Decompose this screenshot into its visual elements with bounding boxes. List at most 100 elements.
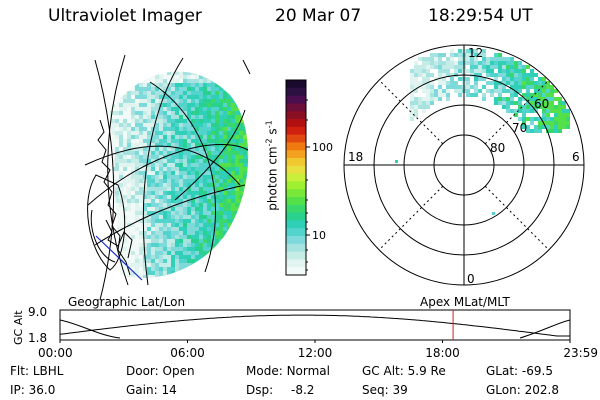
aurora-pixel xyxy=(474,57,478,61)
aurora-pixel xyxy=(474,77,478,81)
timeline-x-tick-label: 00:00 xyxy=(38,346,73,360)
aurora-pixel xyxy=(522,97,526,101)
latitude-label: 60 xyxy=(534,97,549,111)
aurora-pixel xyxy=(554,129,558,133)
aurora-pixel xyxy=(510,61,514,65)
altitude-curve xyxy=(519,319,571,339)
aurora-pixel xyxy=(430,61,434,65)
aurora-pixel xyxy=(414,109,418,113)
aurora-pixel xyxy=(514,101,518,105)
aurora-pixel xyxy=(434,89,438,93)
aurora-pixel xyxy=(426,77,430,81)
aurora-pixel xyxy=(530,73,534,77)
aurora-pixel xyxy=(450,77,454,81)
aurora-pixel xyxy=(494,53,498,57)
aurora-pixel xyxy=(474,61,478,65)
aurora-pixel xyxy=(542,105,546,109)
aurora-pixel xyxy=(534,93,538,97)
aurora-pixel xyxy=(546,97,550,101)
meridian-line xyxy=(174,109,246,201)
aurora-pixel xyxy=(526,89,530,93)
colorbar-swatch xyxy=(286,204,306,214)
aurora-pixel xyxy=(562,105,566,109)
aurora-pixel xyxy=(470,93,474,97)
aurora-pixel xyxy=(434,93,438,97)
meridian-line xyxy=(107,54,129,286)
aurora-pixel xyxy=(458,89,462,93)
aurora-pixel xyxy=(422,57,426,61)
aurora-pixel xyxy=(538,89,542,93)
timeline-x-tick-label: 06:00 xyxy=(170,346,205,360)
aurora-pixel xyxy=(414,101,418,105)
aurora-pixel xyxy=(418,69,422,73)
aurora-pixel xyxy=(514,85,518,89)
aurora-pixel xyxy=(470,53,474,57)
aurora-pixel xyxy=(510,101,514,105)
aurora-pixel xyxy=(486,89,490,93)
aurora-pixel xyxy=(430,93,434,97)
aurora-pixel xyxy=(458,65,462,69)
aurora-pixel xyxy=(438,77,442,81)
aurora-pixel xyxy=(498,69,502,73)
aurora-pixel xyxy=(494,77,498,81)
aurora-pixel xyxy=(550,101,554,105)
aurora-pixel xyxy=(538,101,542,105)
latitude-label: 80 xyxy=(490,141,505,155)
mlt-spoke xyxy=(378,79,444,145)
aurora-pixel xyxy=(494,73,498,77)
timeline-x-tick-label: 12:00 xyxy=(298,346,333,360)
aurora-pixel xyxy=(482,49,486,53)
aurora-pixel xyxy=(438,81,442,85)
aurora-pixel xyxy=(534,101,538,105)
aurora-pixel xyxy=(450,61,454,65)
aurora-pixel xyxy=(522,113,526,117)
aurora-pixel xyxy=(522,73,526,77)
aurora-pixel xyxy=(478,89,482,93)
aurora-pixel xyxy=(414,65,418,69)
aurora-pixel xyxy=(426,101,430,105)
aurora-pixel xyxy=(498,57,502,61)
aurora-pixel xyxy=(518,101,522,105)
aurora-pixel xyxy=(430,53,434,57)
aurora-pixel xyxy=(562,125,566,129)
colorbar-swatch xyxy=(286,126,306,136)
aurora-pixel xyxy=(526,77,530,81)
aurora-pixel xyxy=(414,73,418,77)
aurora-pixel xyxy=(486,57,490,61)
aurora-pixel xyxy=(558,97,562,101)
seq-info: Seq: 39 xyxy=(362,383,408,397)
colorbar-swatch xyxy=(286,189,306,198)
aurora-pixel xyxy=(498,93,502,97)
aurora-pixel xyxy=(426,105,430,109)
colorbar-swatch xyxy=(286,103,306,112)
aurora-pixel xyxy=(410,81,414,85)
aurora-pixel xyxy=(450,85,454,89)
aurora-pixel xyxy=(522,125,526,129)
aurora-pixel xyxy=(454,61,458,65)
aurora-pixel xyxy=(546,125,550,129)
aurora-pixel xyxy=(518,105,522,109)
aurora-pixel xyxy=(566,109,570,113)
aurora-pixel xyxy=(474,53,478,57)
aurora-pixel xyxy=(422,101,426,105)
aurora-pixel xyxy=(446,97,450,101)
colorbar-swatch xyxy=(286,95,306,104)
aurora-pixel xyxy=(470,49,474,53)
aurora-pixel xyxy=(430,97,434,101)
aurora-pixel xyxy=(426,73,430,77)
aurora-pixel xyxy=(446,57,450,61)
time-label: 18:29:54 UT xyxy=(428,6,533,26)
aurora-pixel xyxy=(438,93,442,97)
aurora-pixel xyxy=(526,125,530,129)
geographic-caption: Geographic Lat/Lon xyxy=(68,295,186,309)
aurora-pixel xyxy=(422,109,426,113)
aurora-pixel xyxy=(494,61,498,65)
aurora-pixel xyxy=(414,81,418,85)
aurora-pixel xyxy=(530,77,534,81)
aurora-pixel xyxy=(490,69,494,73)
aurora-pixel xyxy=(410,113,414,117)
aurora-pixel xyxy=(530,69,534,73)
aurora-pixel xyxy=(410,117,414,121)
aurora-pixel xyxy=(558,105,562,109)
